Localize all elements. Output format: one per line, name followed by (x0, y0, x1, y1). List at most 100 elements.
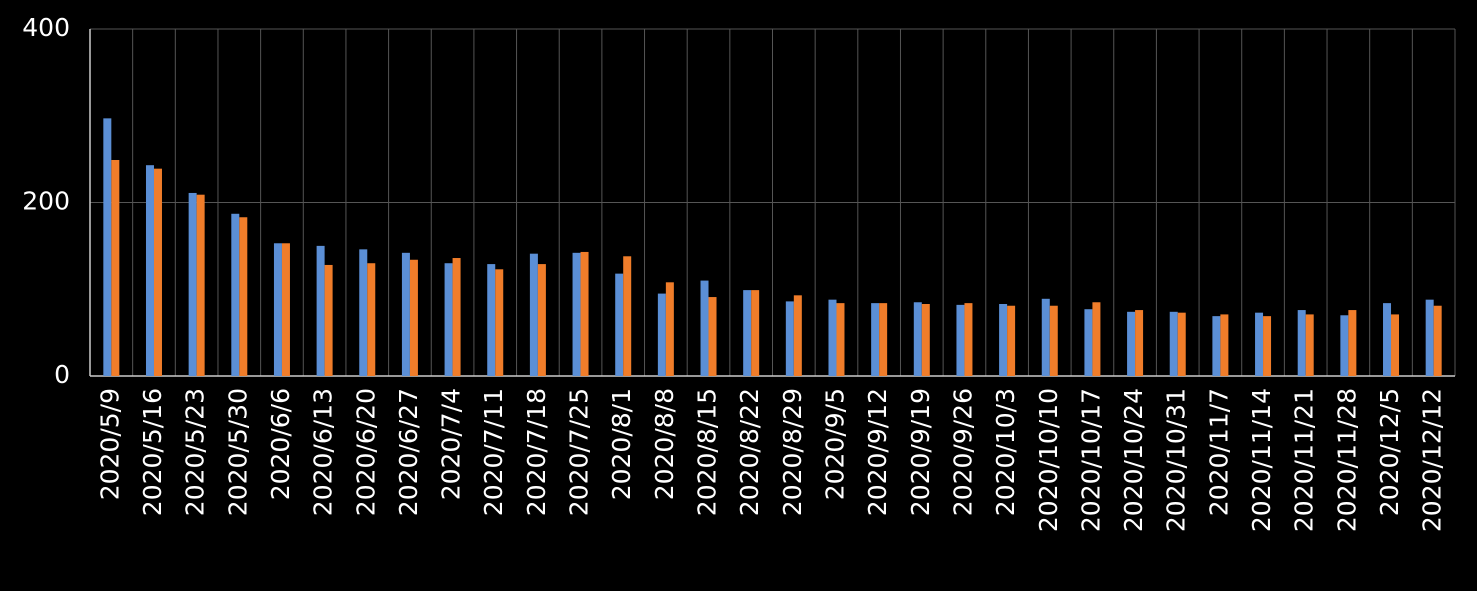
bar (785, 301, 794, 376)
bar (1049, 305, 1058, 376)
x-tick-label: 2020/8/29 (778, 388, 807, 516)
bar (239, 217, 248, 376)
bar (111, 159, 120, 376)
bar (1177, 312, 1186, 376)
bar (572, 252, 581, 376)
bar (367, 263, 376, 376)
x-tick-label: 2020/5/30 (223, 388, 252, 516)
bar (324, 264, 333, 376)
bar (1220, 314, 1229, 376)
bar (273, 243, 282, 376)
bar (1425, 299, 1434, 376)
bar (751, 290, 760, 376)
x-tick-label: 2020/10/24 (1119, 388, 1148, 532)
bar (623, 256, 632, 376)
bar (743, 290, 752, 376)
bar (665, 282, 674, 376)
bar (836, 303, 845, 376)
x-tick-label: 2020/8/8 (650, 388, 679, 500)
bar (1433, 305, 1442, 376)
x-tick-label: 2020/6/6 (266, 388, 295, 500)
bar (281, 243, 290, 376)
bar (444, 263, 453, 376)
bar (1084, 309, 1093, 376)
x-tick-label: 2020/8/1 (607, 388, 636, 500)
bar (871, 303, 880, 376)
x-tick-label: 2020/11/14 (1247, 388, 1276, 532)
bar (1092, 302, 1101, 376)
x-tick-label: 2020/7/4 (437, 388, 466, 500)
bar (196, 194, 205, 376)
y-tick-label: 400 (22, 13, 70, 42)
bar (700, 280, 709, 376)
bar (1127, 311, 1136, 376)
x-tick-label: 2020/8/15 (693, 388, 722, 516)
bar (487, 264, 496, 376)
x-tick-label: 2020/6/20 (351, 388, 380, 516)
bar (537, 264, 546, 376)
bar (999, 303, 1008, 376)
bar (828, 299, 837, 376)
bar (1041, 298, 1050, 376)
bar (231, 213, 240, 376)
bar (145, 165, 154, 376)
bar (615, 273, 624, 376)
bar (1297, 310, 1306, 376)
bar (879, 303, 888, 376)
x-tick-label: 2020/11/21 (1290, 388, 1319, 532)
bar (103, 118, 112, 376)
x-tick-label: 2020/11/28 (1332, 388, 1361, 532)
bar (913, 302, 922, 376)
bar (401, 252, 410, 376)
bar (657, 293, 666, 376)
x-tick-label: 2020/7/18 (522, 388, 551, 516)
x-tick-label: 2020/9/12 (863, 388, 892, 516)
bar (1340, 315, 1349, 376)
x-tick-label: 2020/10/3 (991, 388, 1020, 516)
y-tick-label: 0 (54, 360, 70, 389)
x-tick-label: 2020/5/9 (95, 388, 124, 500)
y-tick-label: 200 (22, 187, 70, 216)
bar (359, 249, 368, 376)
bar (1212, 316, 1221, 376)
x-tick-label: 2020/5/16 (138, 388, 167, 516)
bar (1007, 305, 1016, 376)
bar (153, 168, 162, 376)
x-tick-label: 2020/7/25 (565, 388, 594, 516)
bar (452, 258, 461, 376)
x-tick-label: 2020/5/23 (181, 388, 210, 516)
bar (1348, 310, 1357, 376)
x-tick-label: 2020/8/22 (735, 388, 764, 516)
bar (1135, 310, 1144, 376)
x-tick-label: 2020/9/5 (820, 388, 849, 500)
bar (1263, 316, 1272, 376)
bar (1305, 314, 1314, 376)
bar (316, 245, 325, 376)
bar (529, 253, 538, 376)
x-tick-label: 2020/6/13 (309, 388, 338, 516)
bar (921, 303, 930, 376)
x-tick-label: 2020/10/31 (1162, 388, 1191, 532)
x-tick-label: 2020/12/12 (1418, 388, 1447, 532)
x-tick-label: 2020/12/5 (1375, 388, 1404, 516)
bar (964, 303, 973, 376)
x-tick-label: 2020/10/10 (1034, 388, 1063, 532)
bar (580, 251, 589, 376)
bar (793, 295, 802, 376)
bar (956, 304, 965, 376)
x-tick-label: 2020/9/26 (948, 388, 977, 516)
x-tick-label: 2020/10/17 (1076, 388, 1105, 532)
bar (1255, 312, 1264, 376)
bar (1391, 314, 1400, 376)
x-tick-label: 2020/11/7 (1204, 388, 1233, 516)
x-tick-label: 2020/9/19 (906, 388, 935, 516)
x-tick-label: 2020/7/11 (479, 388, 508, 516)
bar (1169, 311, 1178, 376)
bar (708, 297, 717, 376)
bar (188, 192, 197, 376)
bar (409, 259, 418, 376)
bar (495, 269, 504, 376)
bar (1383, 303, 1392, 376)
